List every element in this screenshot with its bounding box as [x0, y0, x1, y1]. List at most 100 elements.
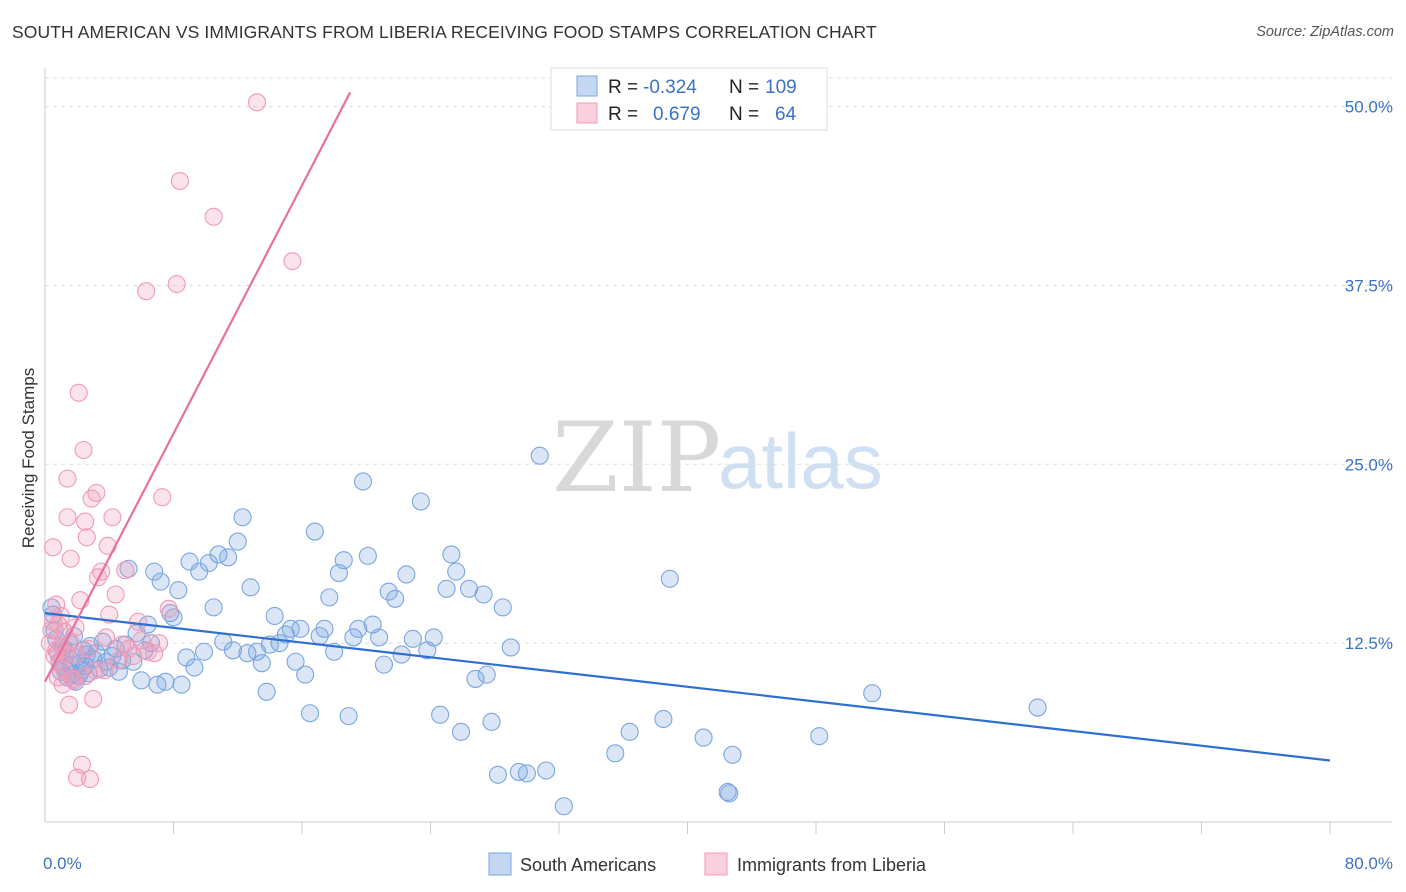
south-american-point-98	[411, 492, 430, 511]
south-american-point-107	[466, 669, 485, 688]
liberia-point-31	[76, 512, 95, 531]
south-american-point-93	[379, 582, 398, 601]
south-american-point-67	[252, 654, 271, 673]
south-american-point-122	[660, 569, 679, 588]
south-american-point-85	[339, 707, 358, 726]
liberia-point-45	[103, 508, 122, 527]
legend-n-value-1: 64	[775, 104, 797, 125]
liberia-point-43	[98, 536, 117, 555]
south-american-point-120	[620, 722, 639, 741]
liberia-point-49	[116, 561, 135, 580]
legend-swatch-liberia	[576, 102, 598, 124]
liberia-point-28	[72, 755, 91, 774]
liberia-point-37	[85, 661, 104, 680]
south-american-point-87	[349, 619, 368, 638]
south-american-point-78	[305, 522, 324, 541]
series-south-americans	[42, 446, 1047, 816]
south-american-point-109	[477, 665, 496, 684]
south-american-point-48	[164, 608, 183, 627]
south-american-point-64	[238, 644, 257, 663]
legend-r-label-0: R =	[608, 77, 638, 98]
tick-labels: 12.5% 25.0% 37.5% 50.0% 0.0% 80.0%	[43, 98, 1393, 873]
south-american-point-119	[606, 744, 625, 763]
south-american-point-126	[723, 745, 742, 764]
south-american-point-80	[315, 619, 334, 638]
bottom-legend-swatch-south-americans	[488, 852, 512, 876]
south-american-point-125	[720, 784, 739, 803]
south-american-point-73	[281, 619, 300, 638]
liberia-point-58	[159, 599, 178, 618]
liberia-point-61	[204, 207, 223, 226]
legend-swatch-south-americans	[576, 75, 598, 97]
south-american-point-101	[431, 705, 450, 724]
south-american-point-111	[488, 765, 508, 784]
south-american-point-61	[223, 641, 242, 660]
liberia-point-12	[53, 675, 72, 694]
south-american-point-92	[374, 655, 393, 674]
legend: R = -0.324 N = 109 R = 0.679 N = 64	[550, 67, 828, 131]
south-american-point-128	[863, 684, 882, 703]
x-tick-label-min: 0.0%	[43, 854, 82, 873]
liberia-point-3	[43, 538, 63, 557]
bottom-legend: South Americans Immigrants from Liberia	[488, 852, 927, 876]
liberia-point-51	[124, 646, 143, 666]
south-american-point-103	[442, 545, 461, 564]
liberia-point-55	[145, 644, 164, 663]
south-american-point-110	[482, 712, 501, 731]
liberia-point-33	[79, 639, 98, 658]
trend-lines	[44, 91, 1331, 762]
liberia-point-57	[153, 488, 172, 507]
y-tick-label-2: 37.5%	[1345, 276, 1393, 295]
liberia-point-56	[149, 634, 169, 653]
south-american-point-96	[397, 565, 416, 584]
south-american-point-70	[265, 606, 284, 626]
liberia-point-36	[84, 689, 103, 709]
south-american-point-129	[1028, 698, 1047, 717]
liberia-point-60	[170, 171, 189, 191]
liberia-point-29	[74, 440, 93, 460]
liberia-point-19	[61, 549, 80, 568]
y-tick-label-3: 50.0%	[1345, 98, 1393, 117]
liberia-point-26	[69, 383, 88, 402]
liberia-point-22	[64, 671, 83, 690]
liberia-point-38	[87, 483, 106, 502]
legend-r-value-0: -0.324	[643, 77, 697, 98]
south-american-point-86	[344, 628, 363, 647]
south-american-point-52	[180, 552, 199, 571]
chart-source: Source: ZipAtlas.com	[1256, 24, 1394, 40]
liberia-point-34	[80, 770, 100, 789]
south-american-point-74	[286, 652, 305, 671]
south-american-point-49	[169, 581, 188, 600]
south-american-point-116	[530, 446, 549, 465]
liberia-point-44	[100, 605, 119, 624]
south-american-point-121	[654, 709, 673, 729]
trend-line-south-americans	[44, 612, 1331, 762]
liberia-point-41	[95, 661, 114, 680]
liberia-point-46	[106, 585, 125, 604]
liberia-point-63	[283, 252, 302, 271]
liberia-point-17	[58, 469, 77, 488]
south-american-point-53	[185, 658, 204, 677]
liberia-point-32	[77, 528, 96, 547]
legend-r-label-1: R =	[608, 104, 638, 125]
south-american-point-113	[501, 638, 520, 657]
south-american-point-104	[447, 562, 466, 581]
south-american-point-118	[554, 797, 573, 816]
grid-lines	[45, 77, 1392, 644]
south-american-point-123	[694, 728, 713, 747]
south-american-point-57	[204, 598, 223, 617]
legend-n-label-0: N =	[729, 77, 759, 98]
legend-r-value-1: 0.679	[653, 104, 701, 125]
south-american-point-127	[810, 727, 829, 746]
liberia-point-35	[82, 489, 101, 508]
south-american-point-102	[437, 579, 456, 598]
y-axis-label: Receiving Food Stamps	[19, 368, 38, 548]
liberia-point-53	[132, 631, 151, 650]
south-american-point-39	[132, 671, 151, 690]
watermark-atlas: atlas	[718, 417, 883, 505]
y-tick-label-0: 12.5%	[1345, 634, 1393, 653]
liberia-point-16	[58, 508, 77, 527]
south-american-point-43	[145, 562, 164, 581]
y-tick-label-1: 25.0%	[1345, 455, 1393, 474]
liberia-point-64	[137, 282, 156, 301]
